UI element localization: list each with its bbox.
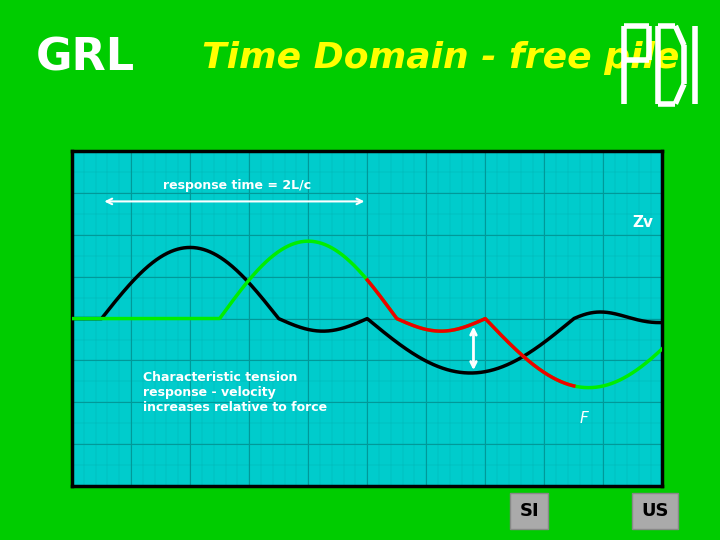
Text: response time = 2L/c: response time = 2L/c <box>163 179 311 192</box>
Text: F: F <box>580 411 588 426</box>
Text: GRL: GRL <box>36 37 135 80</box>
Text: SI: SI <box>519 502 539 520</box>
Text: US: US <box>642 502 669 520</box>
Text: Time Domain - free pile: Time Domain - free pile <box>202 42 679 75</box>
Text: Zv: Zv <box>633 214 654 230</box>
Text: Characteristic tension
response - velocity
increases relative to force: Characteristic tension response - veloci… <box>143 370 327 414</box>
